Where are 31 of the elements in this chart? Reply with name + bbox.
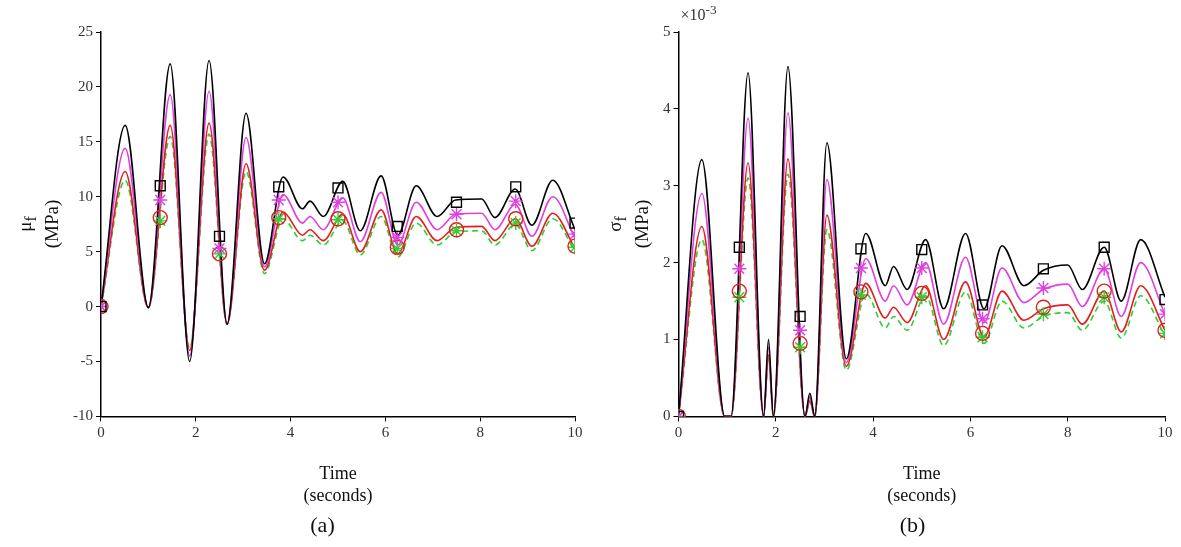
y-tick-label: 4 <box>663 99 671 116</box>
x-tick-label: 8 <box>476 424 484 441</box>
x-tick-label: 6 <box>381 424 390 441</box>
x-tick-label: 2 <box>772 424 780 441</box>
y-tick-label: 1 <box>663 330 671 347</box>
y-tick-label: -5 <box>80 352 93 369</box>
y-tick-label: 15 <box>78 132 93 149</box>
y-tick-label: 0 <box>85 297 93 314</box>
y-tick-label: 10 <box>78 187 93 204</box>
y-tick-label: 3 <box>663 176 671 193</box>
x-axis-title: Time (seconds) <box>887 462 957 506</box>
x-axis-title: Time (seconds) <box>303 462 373 506</box>
y-tick-label: 0 <box>663 407 671 424</box>
x-tick-label: 0 <box>97 424 105 441</box>
y-tick-label: 2 <box>663 253 671 270</box>
x-tick-label: 6 <box>966 424 975 441</box>
y-tick-label: -10 <box>73 407 93 424</box>
y-tick-label: 5 <box>85 242 93 259</box>
x-tick-label: 10 <box>1157 424 1173 441</box>
x-tick-label: 2 <box>192 424 200 441</box>
x-tick-label: 8 <box>1063 424 1072 441</box>
text: ×10$^{-3}$ <box>680 2 717 25</box>
x-tick-label: 4 <box>286 424 295 441</box>
x-tick-label: 4 <box>869 424 878 441</box>
y-tick-label: 20 <box>78 77 93 94</box>
text: (b) <box>899 511 926 537</box>
y-tick-label: 5 <box>663 22 671 39</box>
y-tick-label: 25 <box>78 22 93 39</box>
text: (a) <box>310 511 335 537</box>
x-tick-label: 0 <box>674 424 683 441</box>
x-tick-label: 10 <box>567 424 583 441</box>
